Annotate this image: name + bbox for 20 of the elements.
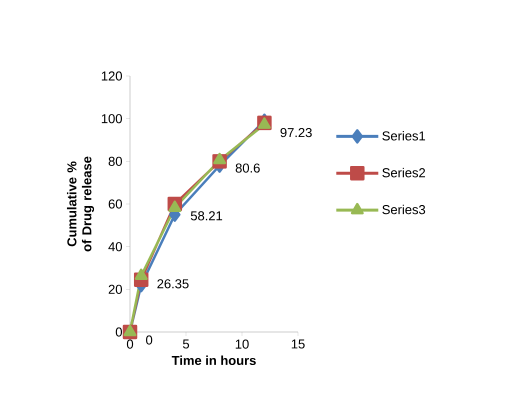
data-label: 58.21 bbox=[190, 211, 222, 220]
x-tick-label: 15 bbox=[292, 340, 305, 349]
y-tick-label: 100 bbox=[102, 114, 122, 124]
y-axis-title: Cumulative % of Drug release bbox=[66, 156, 94, 252]
x-tick-label: 0 bbox=[126, 340, 134, 349]
y-tick-label: 120 bbox=[102, 71, 122, 81]
x-tick-label: 10 bbox=[236, 340, 249, 349]
y-tick-label: 0 bbox=[116, 327, 122, 337]
x-tick-label: 5 bbox=[182, 340, 190, 349]
legend-label: Series3 bbox=[382, 204, 426, 214]
data-label: 80.6 bbox=[236, 163, 260, 173]
data-label: 97.23 bbox=[280, 128, 312, 138]
y-tick-label: 40 bbox=[108, 242, 122, 252]
legend-label: Series1 bbox=[382, 130, 426, 140]
y-tick-label: 80 bbox=[108, 156, 122, 166]
legend-label: Series2 bbox=[382, 168, 426, 178]
data-label: 26.35 bbox=[157, 279, 189, 288]
y-tick-label: 60 bbox=[108, 199, 122, 209]
x-axis-title: Time in hours bbox=[172, 356, 256, 366]
y-tick-label: 20 bbox=[108, 284, 122, 294]
